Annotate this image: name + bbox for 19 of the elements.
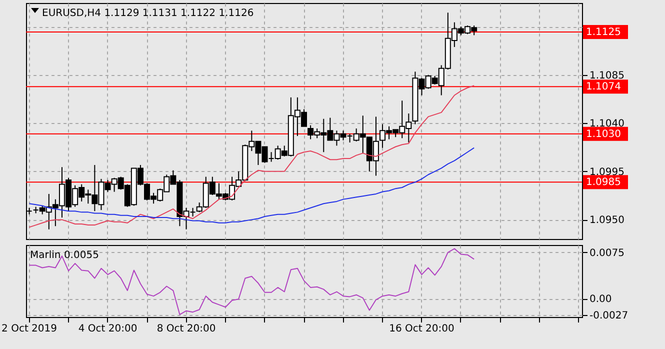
x-tick-label: 8 Oct 20:00 (156, 324, 216, 334)
y-tick-label: 1.1085 (590, 70, 624, 82)
y-tick-label: 1.1040 (590, 118, 624, 130)
line-series (28, 248, 475, 316)
line-series (28, 147, 475, 224)
y-tick-label: -0.0027 (590, 310, 628, 322)
ref-line-label: 1.1074 (586, 82, 621, 93)
x-tick-label: 2 Oct 2019 (2, 324, 58, 334)
x-tick-label: 16 Oct 20:00 (389, 324, 454, 334)
ref-line-label: 1.1030 (586, 128, 621, 140)
ref-line-label: 1.0985 (586, 177, 621, 188)
ref-line-label: 1.1125 (586, 26, 621, 38)
y-tick-label: 1.0950 (590, 215, 624, 226)
y-tick-label: 0.0075 (590, 248, 624, 259)
text: EURUSD,H4 1.1129 1.1131 1.1122 1.1126 (42, 8, 254, 19)
text: Marlin 0.0055 (30, 250, 99, 261)
line-series (28, 85, 475, 228)
y-tick-label: 0.00 (590, 294, 612, 306)
x-tick-label: 4 Oct 20:00 (78, 324, 138, 334)
